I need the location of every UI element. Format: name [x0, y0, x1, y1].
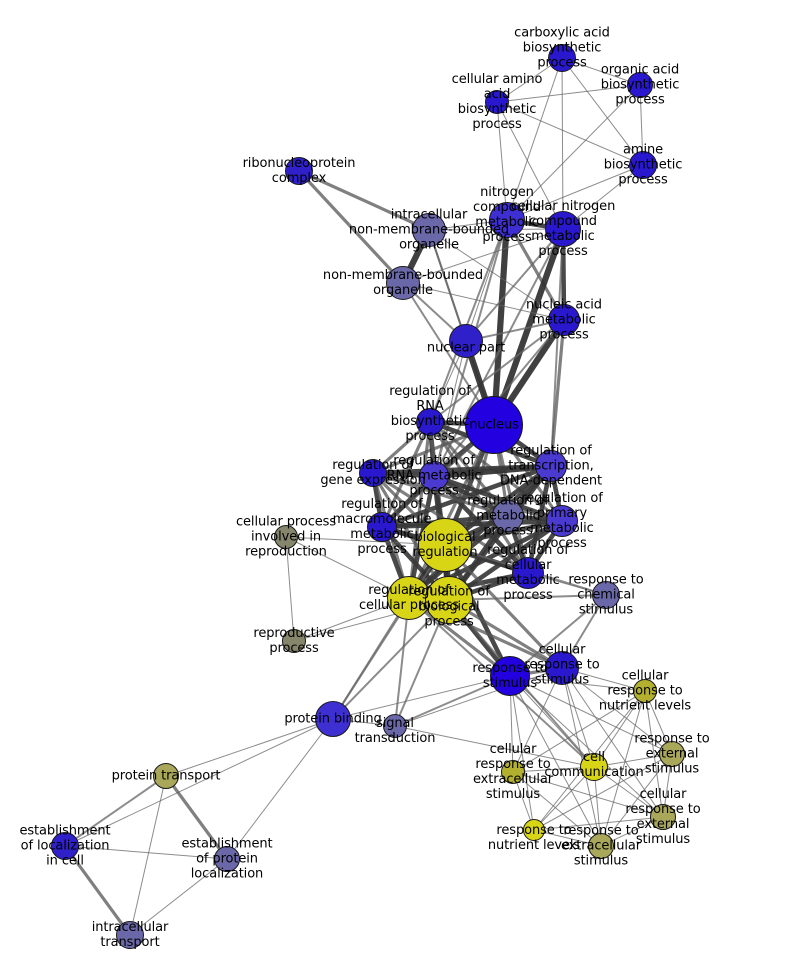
node-regulation-of-transcription-dna-dependent[interactable]: [535, 450, 567, 482]
node-response-to-nutrient-levels[interactable]: [523, 819, 545, 841]
node-regulation-of-primary-metabolic-process[interactable]: [546, 505, 578, 537]
node-amine-biosynthetic-process[interactable]: [629, 151, 657, 179]
node-nitrogen-compound-metabolic-process[interactable]: [489, 202, 525, 238]
node-protein-transport[interactable]: [153, 763, 179, 789]
node-nucleus[interactable]: [465, 396, 523, 454]
node-regulation-of-cellular-metabolic-process[interactable]: [512, 557, 544, 589]
node-nucleic-acid-metabolic-process[interactable]: [548, 304, 580, 336]
node-response-to-external-stimulus[interactable]: [659, 741, 685, 767]
node-ribonucleoprotein-complex[interactable]: [285, 157, 313, 185]
node-regulation-of-biological-process[interactable]: [425, 576, 473, 624]
node-cell-communication[interactable]: [580, 753, 608, 781]
node-cellular-nitrogen-compound-metabolic-process[interactable]: [545, 211, 581, 247]
node-regulation-of-gene-expression[interactable]: [359, 459, 387, 487]
node-cellular-response-to-stimulus[interactable]: [545, 651, 579, 685]
node-cellular-amino-acid-biosynthetic-process[interactable]: [485, 90, 509, 114]
node-intracellular-transport[interactable]: [116, 921, 144, 949]
node-cellular-response-to-nutrient-levels[interactable]: [633, 679, 657, 703]
node-non-membrane-bounded-organelle[interactable]: [386, 266, 420, 300]
node-regulation-of-metabolic-process[interactable]: [492, 500, 524, 532]
node-cellular-response-to-external-stimulus[interactable]: [650, 804, 676, 830]
node-protein-binding[interactable]: [315, 701, 351, 737]
node-response-to-chemical-stimulus[interactable]: [592, 581, 620, 609]
node-establishment-of-localization-in-cell[interactable]: [51, 832, 79, 860]
node-organic-acid-biosynthetic-process[interactable]: [627, 72, 653, 98]
node-response-to-stimulus[interactable]: [490, 656, 530, 696]
node-regulation-of-rna-biosynthetic-process[interactable]: [416, 408, 444, 436]
node-nuclear-part[interactable]: [449, 324, 483, 358]
node-cellular-process-involved-in-reproduction[interactable]: [274, 525, 298, 549]
node-signal-transduction[interactable]: [383, 714, 407, 738]
node-establishment-of-protein-localization[interactable]: [214, 846, 240, 872]
node-carboxylic-acid-biosynthetic-process[interactable]: [548, 44, 576, 72]
node-regulation-of-macromolecule-metabolic-process[interactable]: [367, 512, 397, 542]
node-intracellular-non-membrane-bounded-organelle[interactable]: [412, 213, 446, 247]
node-response-to-extracellular-stimulus[interactable]: [588, 833, 614, 859]
node-biological-regulation[interactable]: [418, 518, 472, 572]
node-cellular-response-to-extracellular-stimulus[interactable]: [501, 760, 525, 784]
node-regulation-of-rna-metabolic-process[interactable]: [419, 461, 449, 491]
node-reproductive-process[interactable]: [282, 629, 306, 653]
